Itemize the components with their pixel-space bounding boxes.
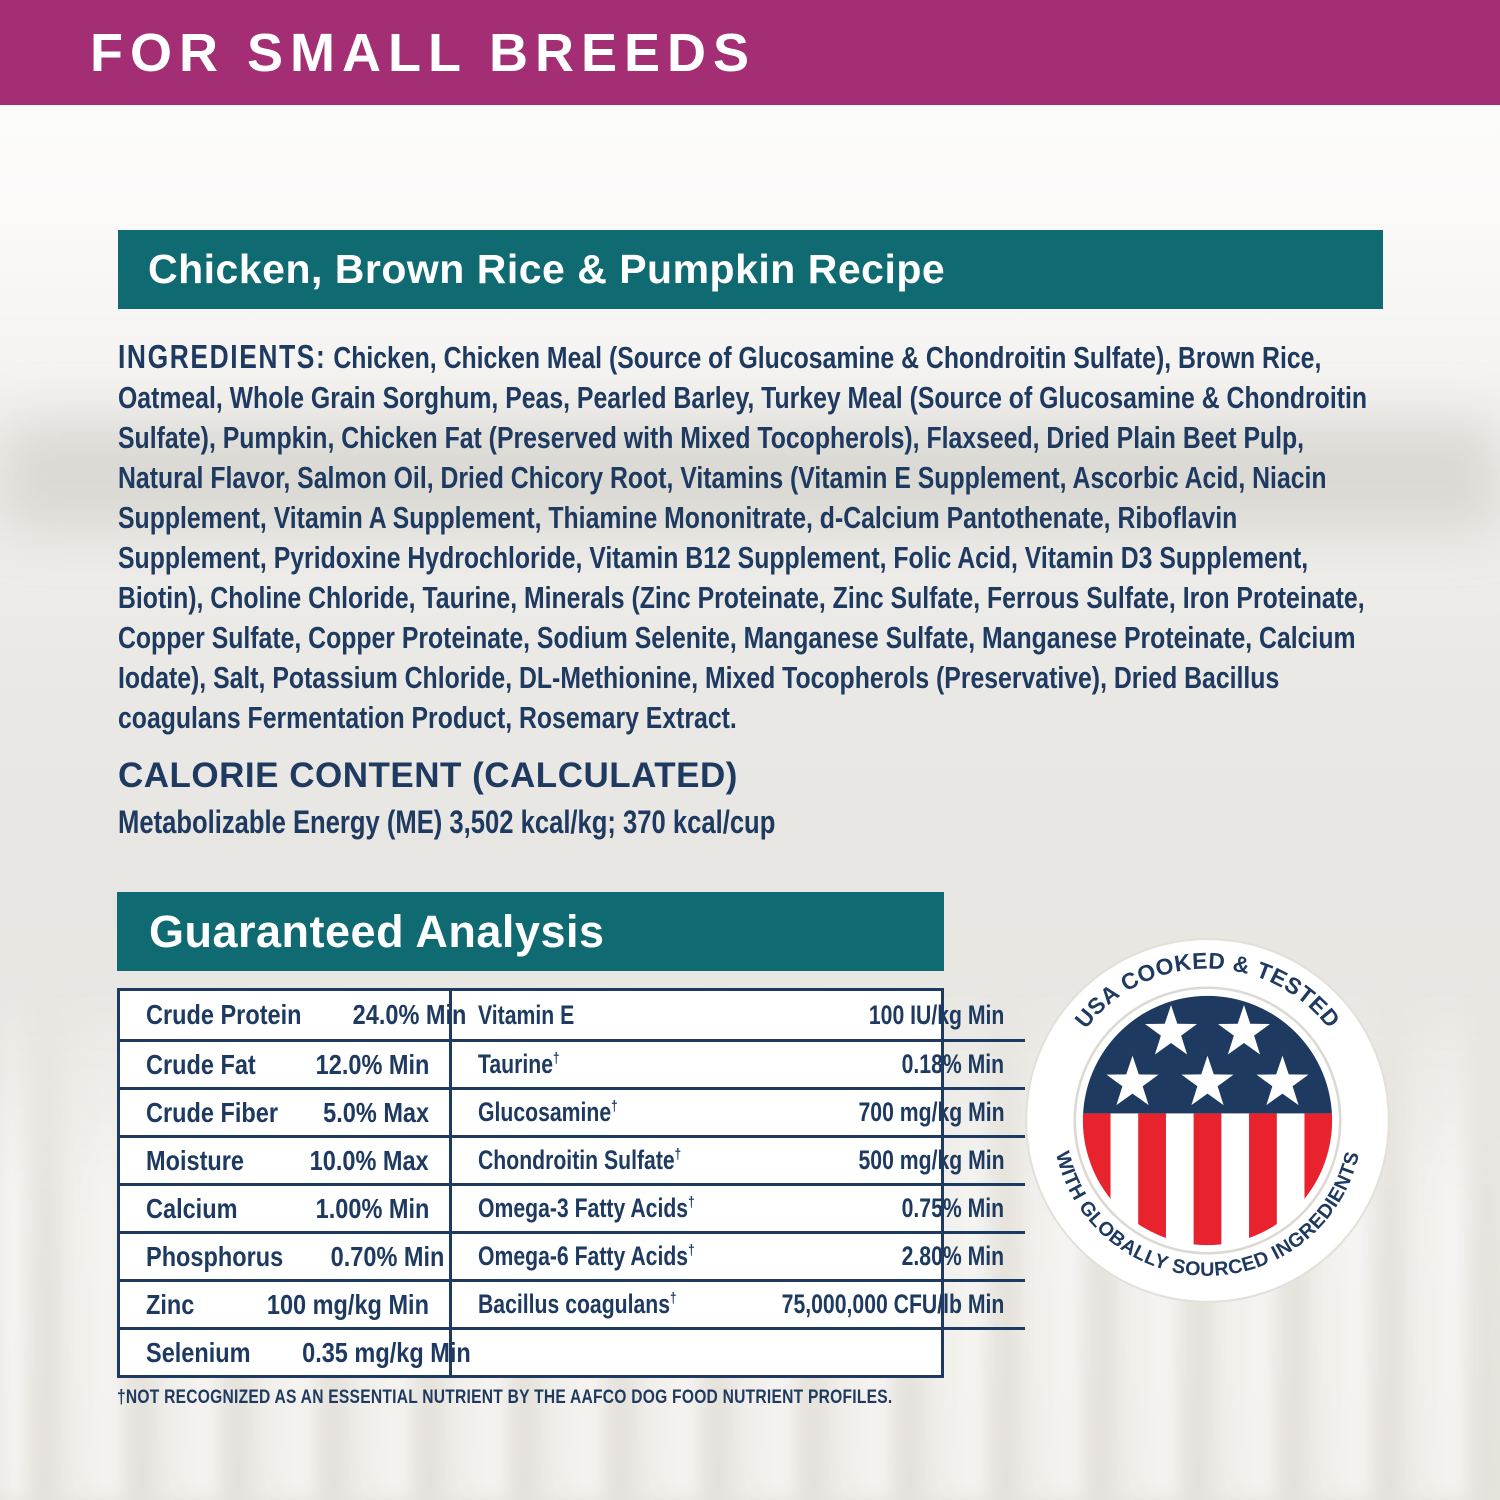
nutrient-cell: Chondroitin Sulfate† 500 mg/kg Min: [452, 1135, 1025, 1183]
nutrient-cell: Moisture 10.0% Max: [120, 1135, 452, 1183]
nutrient-cell: Zinc 100 mg/kg Min: [120, 1279, 452, 1327]
nutrient-label: Crude Fiber: [146, 1096, 278, 1128]
dagger-superscript: †: [688, 1195, 695, 1212]
nutrient-value: 100 mg/kg Min: [266, 1288, 429, 1320]
nutrient-label: Bacillus coagulans: [478, 1289, 671, 1319]
nutrient-value: 24.0% Min: [352, 999, 467, 1030]
nutrient-value: 0.35 mg/kg Min: [302, 1336, 472, 1368]
dagger-superscript: †: [670, 1291, 677, 1308]
nutrient-value: 1.00% Min: [315, 1192, 429, 1224]
nutrient-label: Crude Fat: [146, 1048, 256, 1080]
dagger-superscript: †: [688, 1243, 695, 1260]
calorie-line: Metabolizable Energy (ME) 3,502 kcal/kg;…: [118, 804, 776, 840]
nutrient-value: 75,000,000 CFU/lb Min: [781, 1289, 1005, 1319]
nutrient-label: Omega-3 Fatty Acids: [478, 1193, 689, 1223]
guaranteed-analysis-title: Guaranteed Analysis: [149, 905, 605, 957]
recipe-banner: Chicken, Brown Rice & Pumpkin Recipe: [118, 230, 1383, 309]
nutrient-cell: Vitamin E 100 IU/kg Min: [452, 991, 1025, 1039]
nutrient-label: Glucosamine: [478, 1097, 612, 1127]
nutrient-cell: Glucosamine† 700 mg/kg Min: [452, 1087, 1025, 1135]
label-content: INGREDIENTS: Chicken, Chicken Meal (Sour…: [118, 337, 1383, 841]
nutrient-value: 0.18% Min: [902, 1049, 1005, 1079]
nutrient-label: Zinc: [146, 1288, 195, 1320]
dagger-superscript: †: [674, 1147, 682, 1164]
nutrient-value: 100 IU/kg Min: [869, 999, 1005, 1030]
nutrient-value: 12.0% Min: [315, 1048, 429, 1080]
nutrient-cell: Omega-3 Fatty Acids† 0.75% Min: [452, 1183, 1025, 1231]
nutrient-label: Chondroitin Sulfate: [478, 1145, 675, 1175]
small-breeds-banner: FOR SMALL BREEDS: [0, 0, 1500, 105]
nutrient-label: Taurine: [478, 1049, 553, 1079]
badge-inner-ring: [1073, 986, 1342, 1255]
nutrient-cell: Taurine† 0.18% Min: [452, 1039, 1025, 1087]
calorie-heading: CALORIE CONTENT (CALCULATED): [118, 756, 738, 795]
banner-title: FOR SMALL BREEDS: [90, 22, 757, 83]
nutrient-value: 2.80% Min: [902, 1241, 1005, 1271]
guaranteed-analysis-banner: Guaranteed Analysis: [117, 892, 944, 971]
dagger-superscript: †: [553, 1051, 560, 1068]
guaranteed-analysis-table: Crude Protein 24.0% Min Vitamin E 100 IU…: [117, 988, 1025, 1378]
usa-badge: USA COOKED & TESTED WITH GLOBALLY SOURCE…: [1025, 938, 1390, 1303]
nutrient-label: Phosphorus: [146, 1240, 284, 1272]
nutrient-label: Selenium: [146, 1336, 251, 1368]
ingredients-label: INGREDIENTS:: [118, 338, 327, 375]
nutrient-cell: Omega-6 Fatty Acids† 2.80% Min: [452, 1231, 1025, 1279]
nutrient-cell: Crude Protein 24.0% Min: [120, 991, 467, 1039]
nutrient-cell: Calcium 1.00% Min: [120, 1183, 452, 1231]
nutrient-value: 0.75% Min: [902, 1193, 1005, 1223]
dagger-superscript: †: [611, 1099, 618, 1116]
nutrient-value: 500 mg/kg Min: [858, 1145, 1005, 1175]
nutrient-cell: Phosphorus 0.70% Min: [120, 1231, 452, 1279]
nutrient-cell: Selenium 0.35 mg/kg Min: [120, 1327, 471, 1375]
nutrient-label: Crude Protein: [146, 999, 302, 1030]
aafco-footnote: †NOT RECOGNIZED AS AN ESSENTIAL NUTRIENT…: [117, 1386, 893, 1408]
nutrient-cell-empty: [452, 1327, 1025, 1375]
nutrient-cell: Crude Fat 12.0% Min: [120, 1039, 452, 1087]
background-blur-band: [0, 420, 1500, 530]
ingredients-paragraph: INGREDIENTS: Chicken, Chicken Meal (Sour…: [118, 337, 1383, 738]
recipe-title: Chicken, Brown Rice & Pumpkin Recipe: [148, 246, 946, 292]
nutrient-value: 10.0% Max: [310, 1144, 429, 1176]
nutrient-label: Moisture: [146, 1144, 245, 1176]
nutrient-cell: Crude Fiber 5.0% Max: [120, 1087, 452, 1135]
nutrient-value: 0.70% Min: [331, 1240, 445, 1272]
ingredients-text: Chicken, Chicken Meal (Source of Glucosa…: [118, 340, 1368, 735]
nutrient-value: 700 mg/kg Min: [858, 1097, 1005, 1127]
nutrient-cell: Bacillus coagulans† 75,000,000 CFU/lb Mi…: [452, 1279, 1025, 1327]
nutrient-label: Omega-6 Fatty Acids: [478, 1241, 689, 1271]
nutrient-value: 5.0% Max: [323, 1096, 430, 1128]
nutrient-label: Vitamin E: [478, 999, 575, 1030]
nutrient-label: Calcium: [146, 1192, 238, 1224]
